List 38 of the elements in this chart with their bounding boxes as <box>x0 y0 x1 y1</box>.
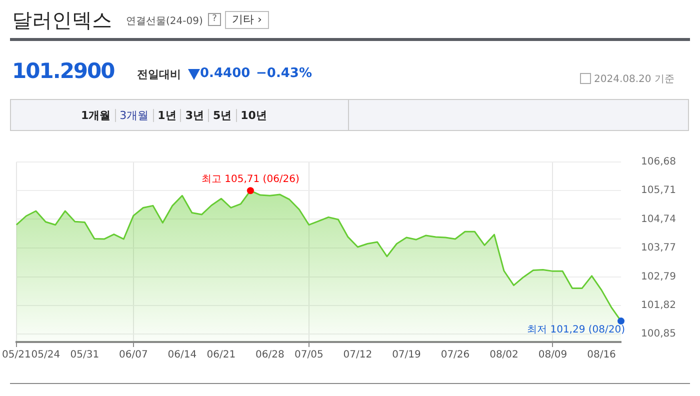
text: 101.2900 <box>12 59 114 83</box>
text: 5년 <box>208 109 236 122</box>
annotation: 최고 105,71 (06/26) <box>201 174 300 186</box>
y-tick-label: 103,77 <box>641 242 676 254</box>
text: 1개월 <box>80 109 112 122</box>
x-tick-label: 07/26 <box>440 350 470 361</box>
x-tick-label: 05/31 <box>70 350 100 361</box>
text: 10년 <box>236 109 271 122</box>
y-tick-label: 101,82 <box>641 300 676 312</box>
x-tick-label: 07/12 <box>343 350 372 361</box>
text: 2024.08.20 기준 <box>594 73 674 86</box>
y-tick-label: 105,71 <box>641 185 676 196</box>
chart-subtitle: 연결선물(24-09) <box>126 14 203 28</box>
x-tick-label: 08/16 <box>587 350 616 361</box>
x-tick-label: 06/07 <box>119 350 148 361</box>
x-tick-label: 06/21 <box>206 350 236 361</box>
text: 3개월 <box>114 109 153 122</box>
x-tick-label: 06/14 <box>168 350 197 361</box>
text: 0.4400 <box>200 66 250 81</box>
text: 1년 <box>152 109 180 122</box>
text: −0.43% <box>256 66 312 81</box>
y-tick-label: 102,79 <box>641 271 676 282</box>
y-tick-label: 104,74 <box>641 214 676 225</box>
x-tick-label: 06/28 <box>256 350 284 361</box>
x-tick-label: 07/05 <box>294 350 324 361</box>
x-tick-label: 05/21 <box>2 350 31 361</box>
text: ? <box>208 13 221 26</box>
text: 기타 › <box>225 11 269 29</box>
x-tick-label: 07/19 <box>392 350 421 361</box>
x-tick-label: 05/24 <box>31 350 60 361</box>
annotation: 최저 101,29 (08/20) <box>527 324 626 336</box>
x-tick-label: 08/09 <box>538 350 568 361</box>
text: 3년 <box>180 109 208 122</box>
x-tick-label: 08/02 <box>490 350 518 361</box>
y-tick-label: 106,68 <box>641 156 676 168</box>
y-tick-label: 100,85 <box>641 328 676 340</box>
chart-title: 달러인덱스 <box>12 7 112 34</box>
text: 전일대비 <box>137 67 181 82</box>
